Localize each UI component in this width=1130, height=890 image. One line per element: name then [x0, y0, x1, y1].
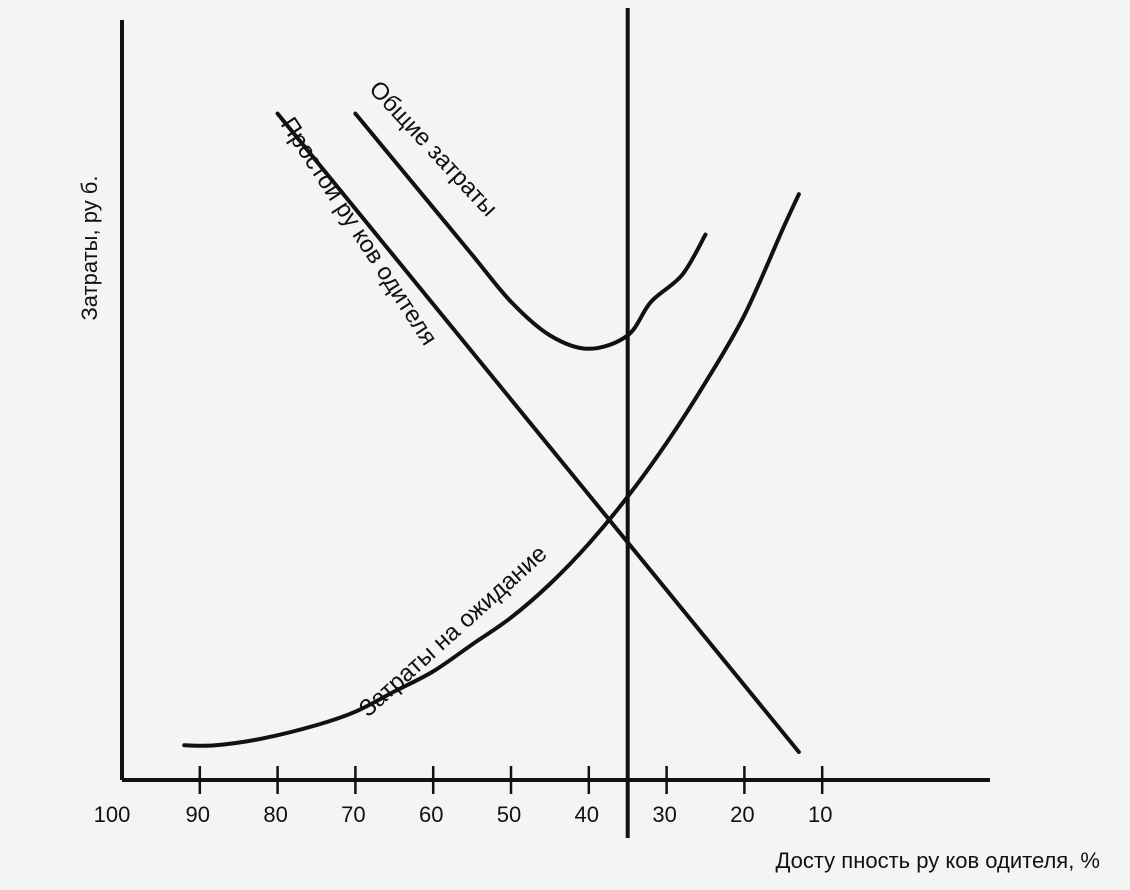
x-axis-title: Досту пность ру ков одителя, % [775, 848, 1100, 873]
manager-idle-line [275, 111, 801, 754]
x-ticks: 100 90 80 70 60 50 40 30 20 10 [94, 766, 832, 827]
x-tick-label: 90 [186, 802, 210, 827]
x-tick-label: 40 [575, 802, 599, 827]
x-tick-label: 70 [341, 802, 365, 827]
axes [120, 20, 990, 782]
x-tick-label: 80 [263, 802, 287, 827]
total-costs-line [353, 111, 708, 351]
x-tick-label: 20 [730, 802, 754, 827]
x-tick-label: 60 [419, 802, 443, 827]
x-tick-label: 100 [94, 802, 131, 827]
y-axis-title: Затраты, ру б. [77, 175, 102, 320]
series-label-waiting-costs: Затраты на ожидание [354, 540, 552, 722]
x-tick-label: 50 [497, 802, 521, 827]
waiting-costs-line [182, 192, 801, 748]
x-tick-label: 30 [652, 802, 676, 827]
x-tick-label: 10 [808, 802, 832, 827]
curves [182, 111, 801, 754]
